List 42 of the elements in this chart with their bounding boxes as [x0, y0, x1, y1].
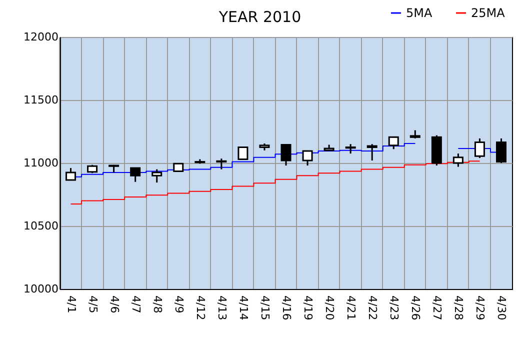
candlestick [388, 136, 399, 150]
y-tick-label: 10000 [24, 282, 58, 296]
y-tick-label: 11500 [24, 94, 58, 106]
x-tick-label: 4/26 [409, 296, 422, 320]
x-tick-label: 4/6 [108, 296, 121, 314]
candlestick [130, 167, 141, 183]
x-tick-label: 4/30 [495, 296, 508, 320]
candlestick [280, 143, 292, 166]
x-tick-label: 4/13 [215, 296, 228, 320]
legend-label: 5MA [406, 6, 433, 20]
x-tick-label: 4/20 [323, 296, 336, 320]
candlestick [452, 152, 464, 168]
x-tick-label: 4/9 [172, 296, 186, 314]
x-tick-label: 4/21 [344, 296, 358, 320]
x-tick-label: 4/27 [430, 296, 444, 320]
x-tick-label: 4/22 [366, 296, 380, 320]
x-tick-label: 4/15 [258, 296, 272, 320]
candlestick [345, 143, 356, 154]
y-tick-label: 12000 [24, 30, 58, 44]
x-tick-label: 4/28 [452, 296, 466, 320]
x-tick-label: 4/12 [194, 296, 207, 320]
x-tick-label: 4/19 [302, 296, 315, 320]
chart-title: YEAR 2010 [218, 8, 302, 26]
candlestick [474, 138, 485, 159]
legend-label: 25MA [471, 6, 506, 20]
x-tick-label: 4/1 [64, 296, 78, 314]
candlestick [238, 146, 248, 160]
x-tick-label: 4/29 [474, 296, 487, 320]
x-tick-label: 4/16 [280, 296, 293, 320]
x-tick-label: 4/7 [129, 296, 142, 314]
candlestick [66, 167, 76, 181]
candlestick [302, 150, 313, 166]
candlestick [366, 143, 378, 162]
y-tick-label: 10500 [24, 220, 58, 232]
candlestick [496, 138, 506, 164]
x-tick-label: 4/23 [388, 296, 401, 320]
x-tick-label: 4/5 [86, 296, 100, 314]
candlestick [152, 168, 162, 184]
x-tick-label: 4/8 [150, 296, 164, 314]
y-tick-label: 11000 [24, 156, 58, 170]
x-tick-label: 4/14 [236, 296, 250, 320]
candlestick [216, 158, 227, 170]
